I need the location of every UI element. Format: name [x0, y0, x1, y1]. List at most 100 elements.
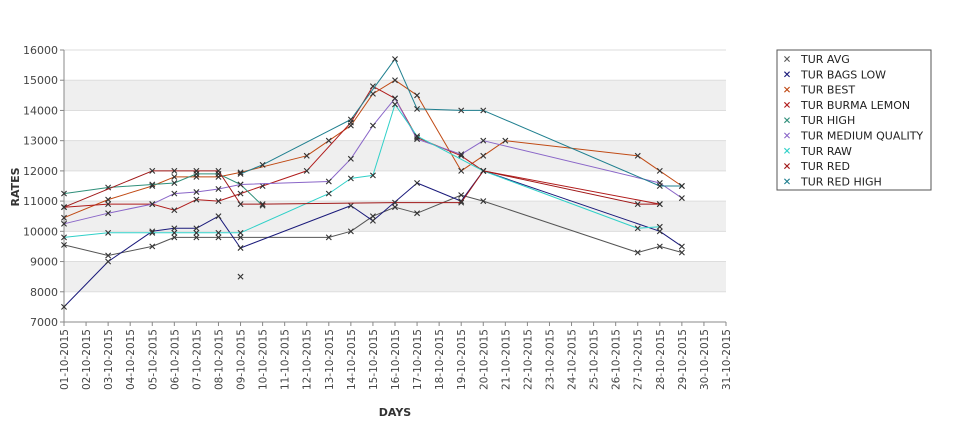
data-point-marker	[347, 175, 354, 182]
data-point-marker	[171, 173, 178, 180]
data-point-marker	[392, 101, 398, 108]
data-point-marker	[480, 198, 487, 205]
x-tick-label: 12-10-2015	[302, 329, 314, 390]
data-point-marker	[347, 228, 354, 235]
legend-marker	[784, 132, 790, 139]
data-point-marker	[325, 190, 332, 197]
y-tick-label: 16000	[23, 44, 58, 57]
legend-label: TUR RED HIGH	[800, 175, 882, 188]
plot-band	[64, 50, 726, 81]
x-tick-label: 25-10-2015	[589, 329, 601, 390]
data-point-marker	[303, 152, 310, 159]
x-axis-ticks: 01-10-2015 02-10-2015 03-10-2015 04-10-2015…	[59, 322, 733, 390]
data-point-marker	[171, 234, 178, 241]
legend-label: TUR BURMA LEMON	[800, 99, 910, 112]
data-point-marker	[347, 155, 354, 162]
data-point-marker	[171, 167, 178, 174]
x-tick-label: 27-10-2015	[633, 329, 645, 390]
data-point-marker	[215, 234, 222, 241]
x-tick-label: 18-10-2015	[434, 329, 446, 390]
y-tick-label: 10000	[23, 225, 58, 238]
data-point-marker	[392, 204, 398, 211]
data-point-marker	[347, 116, 354, 123]
data-point-marker	[237, 273, 244, 280]
x-tick-label: 13-10-2015	[324, 329, 336, 390]
data-point-marker	[656, 228, 663, 235]
x-tick-label: 08-10-2015	[213, 329, 225, 390]
x-tick-label: 17-10-2015	[412, 329, 424, 390]
data-point-marker	[480, 167, 487, 174]
data-point-marker	[347, 202, 354, 209]
x-tick-label: 22-10-2015	[522, 329, 534, 390]
data-point-marker	[171, 179, 178, 186]
legend-label: TUR AVG	[800, 53, 850, 66]
data-point-marker	[392, 56, 398, 63]
data-point-marker	[237, 234, 244, 241]
data-point-marker	[237, 170, 244, 177]
data-point-marker	[678, 249, 685, 256]
data-point-marker	[678, 195, 685, 202]
data-point-marker	[458, 192, 465, 199]
x-tick-label: 15-10-2015	[368, 329, 380, 390]
data-point-marker	[369, 83, 376, 90]
data-point-marker	[480, 107, 487, 114]
legend-marker	[784, 117, 790, 124]
x-tick-label: 11-10-2015	[280, 329, 292, 390]
series-tur-red	[61, 167, 663, 211]
data-point-marker	[149, 201, 156, 208]
data-point-marker	[392, 77, 398, 84]
data-point-marker	[61, 234, 67, 241]
x-tick-label: 19-10-2015	[456, 329, 468, 390]
legend-marker	[784, 56, 790, 62]
data-point-marker	[149, 243, 156, 250]
data-point-marker	[237, 244, 244, 251]
plot-band	[64, 140, 726, 171]
x-tick-label: 07-10-2015	[191, 329, 203, 390]
data-point-marker	[193, 229, 200, 236]
x-tick-label: 05-10-2015	[147, 329, 159, 390]
data-point-marker	[215, 186, 222, 193]
x-tick-label: 20-10-2015	[478, 329, 490, 390]
data-point-marker	[237, 181, 244, 188]
data-point-marker	[634, 225, 641, 232]
legend-marker	[784, 71, 790, 78]
y-tick-label: 14000	[23, 104, 58, 117]
x-tick-label: 10-10-2015	[258, 329, 270, 390]
x-tick-label: 30-10-2015	[699, 329, 711, 390]
data-point-marker	[414, 133, 421, 140]
y-tick-label: 11000	[23, 195, 58, 208]
data-point-marker	[414, 210, 421, 217]
legend-label: TUR HIGH	[800, 114, 855, 127]
legend-marker	[784, 163, 790, 170]
legend-marker	[784, 86, 790, 93]
data-point-marker	[369, 172, 376, 179]
data-point-marker	[634, 249, 641, 256]
data-point-marker	[259, 161, 266, 168]
data-point-marker	[414, 105, 421, 112]
legend-label: TUR RED	[800, 160, 850, 173]
data-point-marker	[656, 183, 663, 189]
plot-band	[64, 201, 726, 232]
x-tick-label: 24-10-2015	[567, 329, 579, 390]
data-point-marker	[634, 152, 641, 159]
x-tick-label: 31-10-2015	[721, 329, 733, 390]
legend-label: TUR BAGS LOW	[800, 68, 886, 81]
data-point-marker	[369, 217, 376, 224]
data-point-marker	[480, 152, 487, 159]
y-axis-label: RATES	[9, 167, 22, 206]
data-point-marker	[105, 258, 112, 265]
data-point-marker	[149, 181, 156, 188]
data-point-marker	[392, 95, 398, 102]
data-point-marker	[105, 229, 112, 236]
data-point-marker	[193, 234, 200, 241]
legend-marker	[784, 101, 790, 108]
data-point-marker	[458, 151, 465, 158]
data-point-marker	[414, 179, 421, 186]
data-point-marker	[149, 167, 156, 174]
data-point-marker	[237, 229, 244, 236]
data-point-marker	[171, 207, 178, 214]
data-point-marker	[215, 213, 222, 220]
data-point-marker	[325, 137, 332, 144]
x-tick-label: 16-10-2015	[390, 329, 402, 390]
data-point-marker	[678, 243, 685, 250]
